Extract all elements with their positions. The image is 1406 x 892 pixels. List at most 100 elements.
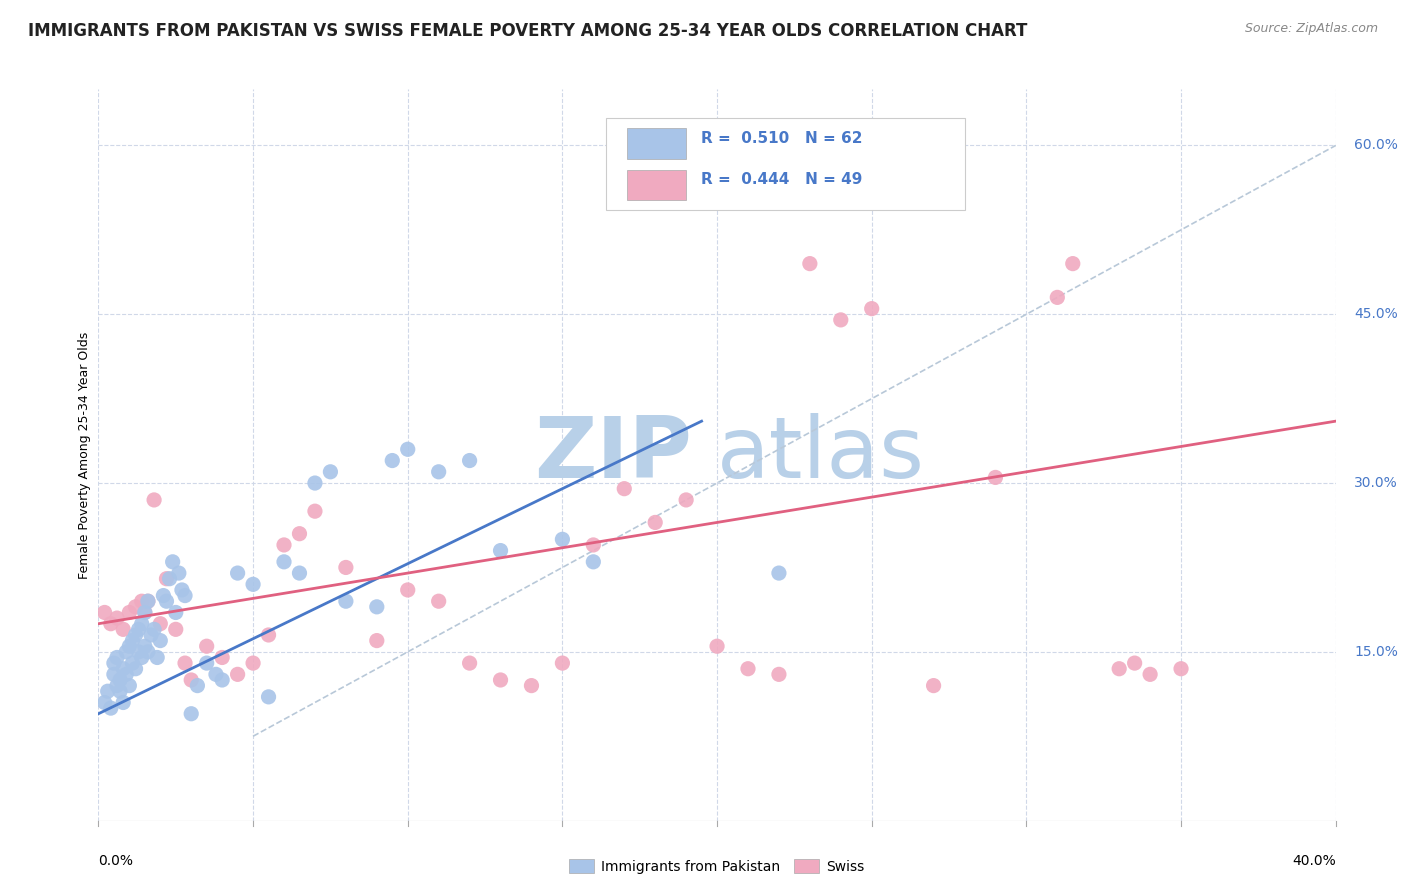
Point — [675, 492, 697, 507]
Point — [162, 555, 184, 569]
Point — [134, 606, 156, 620]
Point — [115, 645, 138, 659]
Point — [146, 650, 169, 665]
Point — [737, 662, 759, 676]
Point — [134, 606, 156, 620]
Point — [180, 706, 202, 721]
Text: ZIP: ZIP — [534, 413, 692, 497]
Point — [155, 572, 177, 586]
Point — [205, 667, 228, 681]
Point — [335, 560, 357, 574]
Point — [458, 656, 481, 670]
Point — [124, 662, 146, 676]
Point — [139, 628, 162, 642]
Point — [799, 257, 821, 271]
Point — [335, 594, 357, 608]
Point — [170, 582, 193, 597]
Y-axis label: Female Poverty Among 25-34 Year Olds: Female Poverty Among 25-34 Year Olds — [79, 331, 91, 579]
Point — [165, 623, 187, 637]
Point — [366, 599, 388, 614]
Point — [273, 538, 295, 552]
Point — [288, 566, 311, 580]
Text: 0.0%: 0.0% — [98, 854, 134, 868]
Point — [124, 628, 146, 642]
Point — [226, 566, 249, 580]
Point — [93, 696, 115, 710]
Text: R =  0.444   N = 49: R = 0.444 N = 49 — [702, 172, 862, 187]
Point — [93, 606, 115, 620]
Point — [108, 684, 131, 698]
FancyBboxPatch shape — [627, 169, 686, 201]
Point — [304, 476, 326, 491]
Point — [242, 656, 264, 670]
Point — [105, 679, 128, 693]
Point — [644, 516, 666, 530]
Point — [143, 492, 166, 507]
Point — [551, 656, 574, 670]
Legend: Immigrants from Pakistan, Swiss: Immigrants from Pakistan, Swiss — [564, 854, 870, 880]
Text: 45.0%: 45.0% — [1354, 307, 1398, 321]
Point — [131, 594, 153, 608]
FancyBboxPatch shape — [606, 119, 965, 210]
Point — [112, 696, 135, 710]
Point — [174, 656, 197, 670]
Point — [112, 623, 135, 637]
Point — [226, 667, 249, 681]
Point — [273, 555, 295, 569]
Point — [242, 577, 264, 591]
Text: atlas: atlas — [717, 413, 925, 497]
Point — [613, 482, 636, 496]
Point — [128, 645, 150, 659]
Text: 60.0%: 60.0% — [1354, 138, 1398, 153]
Point — [458, 453, 481, 467]
Point — [195, 656, 218, 670]
Point — [257, 628, 280, 642]
Point — [131, 650, 153, 665]
Point — [396, 442, 419, 457]
Point — [489, 543, 512, 558]
Point — [706, 639, 728, 653]
Point — [520, 679, 543, 693]
Point — [582, 538, 605, 552]
Point — [103, 667, 125, 681]
Point — [830, 313, 852, 327]
Point — [1046, 290, 1069, 304]
Text: IMMIGRANTS FROM PAKISTAN VS SWISS FEMALE POVERTY AMONG 25-34 YEAR OLDS CORRELATI: IMMIGRANTS FROM PAKISTAN VS SWISS FEMALE… — [28, 22, 1028, 40]
Point — [128, 623, 150, 637]
Point — [136, 645, 159, 659]
Point — [211, 650, 233, 665]
Point — [136, 594, 159, 608]
Point — [149, 633, 172, 648]
Point — [737, 138, 759, 153]
Point — [167, 566, 190, 580]
Point — [319, 465, 342, 479]
Point — [115, 667, 138, 681]
Point — [1123, 656, 1146, 670]
Point — [118, 679, 141, 693]
Point — [768, 667, 790, 681]
Point — [143, 623, 166, 637]
FancyBboxPatch shape — [627, 128, 686, 159]
Point — [768, 566, 790, 580]
Point — [195, 639, 218, 653]
Point — [366, 633, 388, 648]
Point — [112, 662, 135, 676]
Point — [134, 639, 156, 653]
Point — [860, 301, 883, 316]
Point — [257, 690, 280, 704]
Point — [165, 606, 187, 620]
Point — [582, 555, 605, 569]
Point — [97, 684, 120, 698]
Point — [121, 656, 143, 670]
Point — [427, 465, 450, 479]
Point — [118, 639, 141, 653]
Point — [159, 572, 181, 586]
Point — [1108, 662, 1130, 676]
Point — [381, 453, 404, 467]
Point — [984, 470, 1007, 484]
Point — [1170, 662, 1192, 676]
Point — [155, 594, 177, 608]
Point — [105, 650, 128, 665]
Text: 40.0%: 40.0% — [1292, 854, 1336, 868]
Point — [922, 679, 945, 693]
